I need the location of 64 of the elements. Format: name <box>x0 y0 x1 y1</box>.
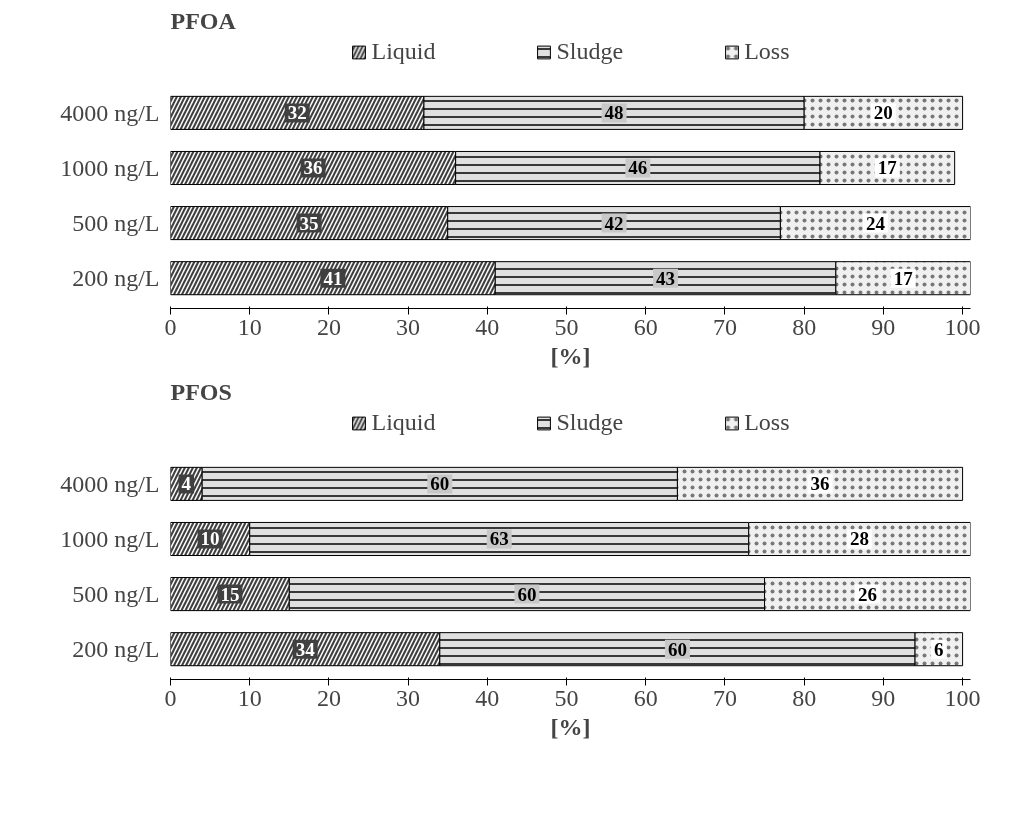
legend-label: Sludge <box>556 38 624 65</box>
data-label: 43 <box>656 267 676 289</box>
x-tick-label: 70 <box>712 313 737 340</box>
x-tick-label: 40 <box>475 313 500 340</box>
data-label: 60 <box>517 583 537 605</box>
data-label: 34 <box>295 638 316 660</box>
x-tick-label: 30 <box>396 684 421 711</box>
y-tick-label: 4000 ng/L <box>60 99 160 126</box>
x-tick-label: 80 <box>792 684 817 711</box>
data-label: 24 <box>865 212 886 234</box>
x-tick-label: 0 <box>164 684 177 711</box>
chart-title: PFOS <box>170 378 232 405</box>
x-tick-label: 90 <box>871 684 896 711</box>
data-label: 42 <box>604 212 624 234</box>
x-tick-label: 20 <box>316 313 341 340</box>
data-label: 46 <box>628 157 648 179</box>
chart-title: PFOA <box>170 7 237 34</box>
x-tick-label: 10 <box>237 684 262 711</box>
y-tick-label: 4000 ng/L <box>60 470 160 497</box>
data-label: 20 <box>873 102 893 124</box>
x-tick-label: 100 <box>944 684 981 711</box>
legend-label: Liquid <box>371 409 436 436</box>
x-tick-label: 50 <box>554 313 579 340</box>
data-label: 26 <box>858 583 878 605</box>
data-label: 36 <box>303 157 323 179</box>
x-tick-label: 40 <box>475 684 500 711</box>
y-tick-label: 200 ng/L <box>72 265 160 292</box>
data-label: 63 <box>489 528 509 550</box>
x-axis-title: [%] <box>550 342 591 369</box>
x-tick-label: 30 <box>396 313 421 340</box>
y-tick-label: 200 ng/L <box>72 636 160 663</box>
y-tick-label: 500 ng/L <box>72 581 160 608</box>
data-label: 10 <box>200 528 220 550</box>
data-label: 6 <box>934 638 944 660</box>
data-label: 60 <box>430 473 450 495</box>
x-tick-label: 0 <box>164 313 177 340</box>
data-label: 15 <box>220 583 240 605</box>
x-tick-label: 50 <box>554 684 579 711</box>
legend-label: Liquid <box>371 38 436 65</box>
data-label: 17 <box>893 267 914 289</box>
data-label: 17 <box>877 157 898 179</box>
x-tick-label: 80 <box>792 313 817 340</box>
x-axis-title: [%] <box>550 713 591 740</box>
data-label: 60 <box>667 638 687 660</box>
data-label: 48 <box>604 102 624 124</box>
data-label: 35 <box>299 212 319 234</box>
x-tick-label: 70 <box>712 684 737 711</box>
x-tick-label: 90 <box>871 313 896 340</box>
data-label: 4 <box>181 473 192 495</box>
x-tick-label: 60 <box>633 313 658 340</box>
data-label: 32 <box>287 102 307 124</box>
x-tick-label: 60 <box>633 684 658 711</box>
y-tick-label: 1000 ng/L <box>60 154 160 181</box>
x-tick-label: 10 <box>237 313 262 340</box>
data-label: 41 <box>323 267 343 289</box>
legend-label: Loss <box>744 38 790 65</box>
y-tick-label: 500 ng/L <box>72 210 160 237</box>
y-tick-label: 1000 ng/L <box>60 525 160 552</box>
legend-label: Loss <box>744 409 790 436</box>
x-tick-label: 20 <box>316 684 341 711</box>
data-label: 28 <box>850 528 870 550</box>
x-tick-label: 100 <box>944 313 981 340</box>
legend-label: Sludge <box>556 409 624 436</box>
data-label: 36 <box>810 473 830 495</box>
